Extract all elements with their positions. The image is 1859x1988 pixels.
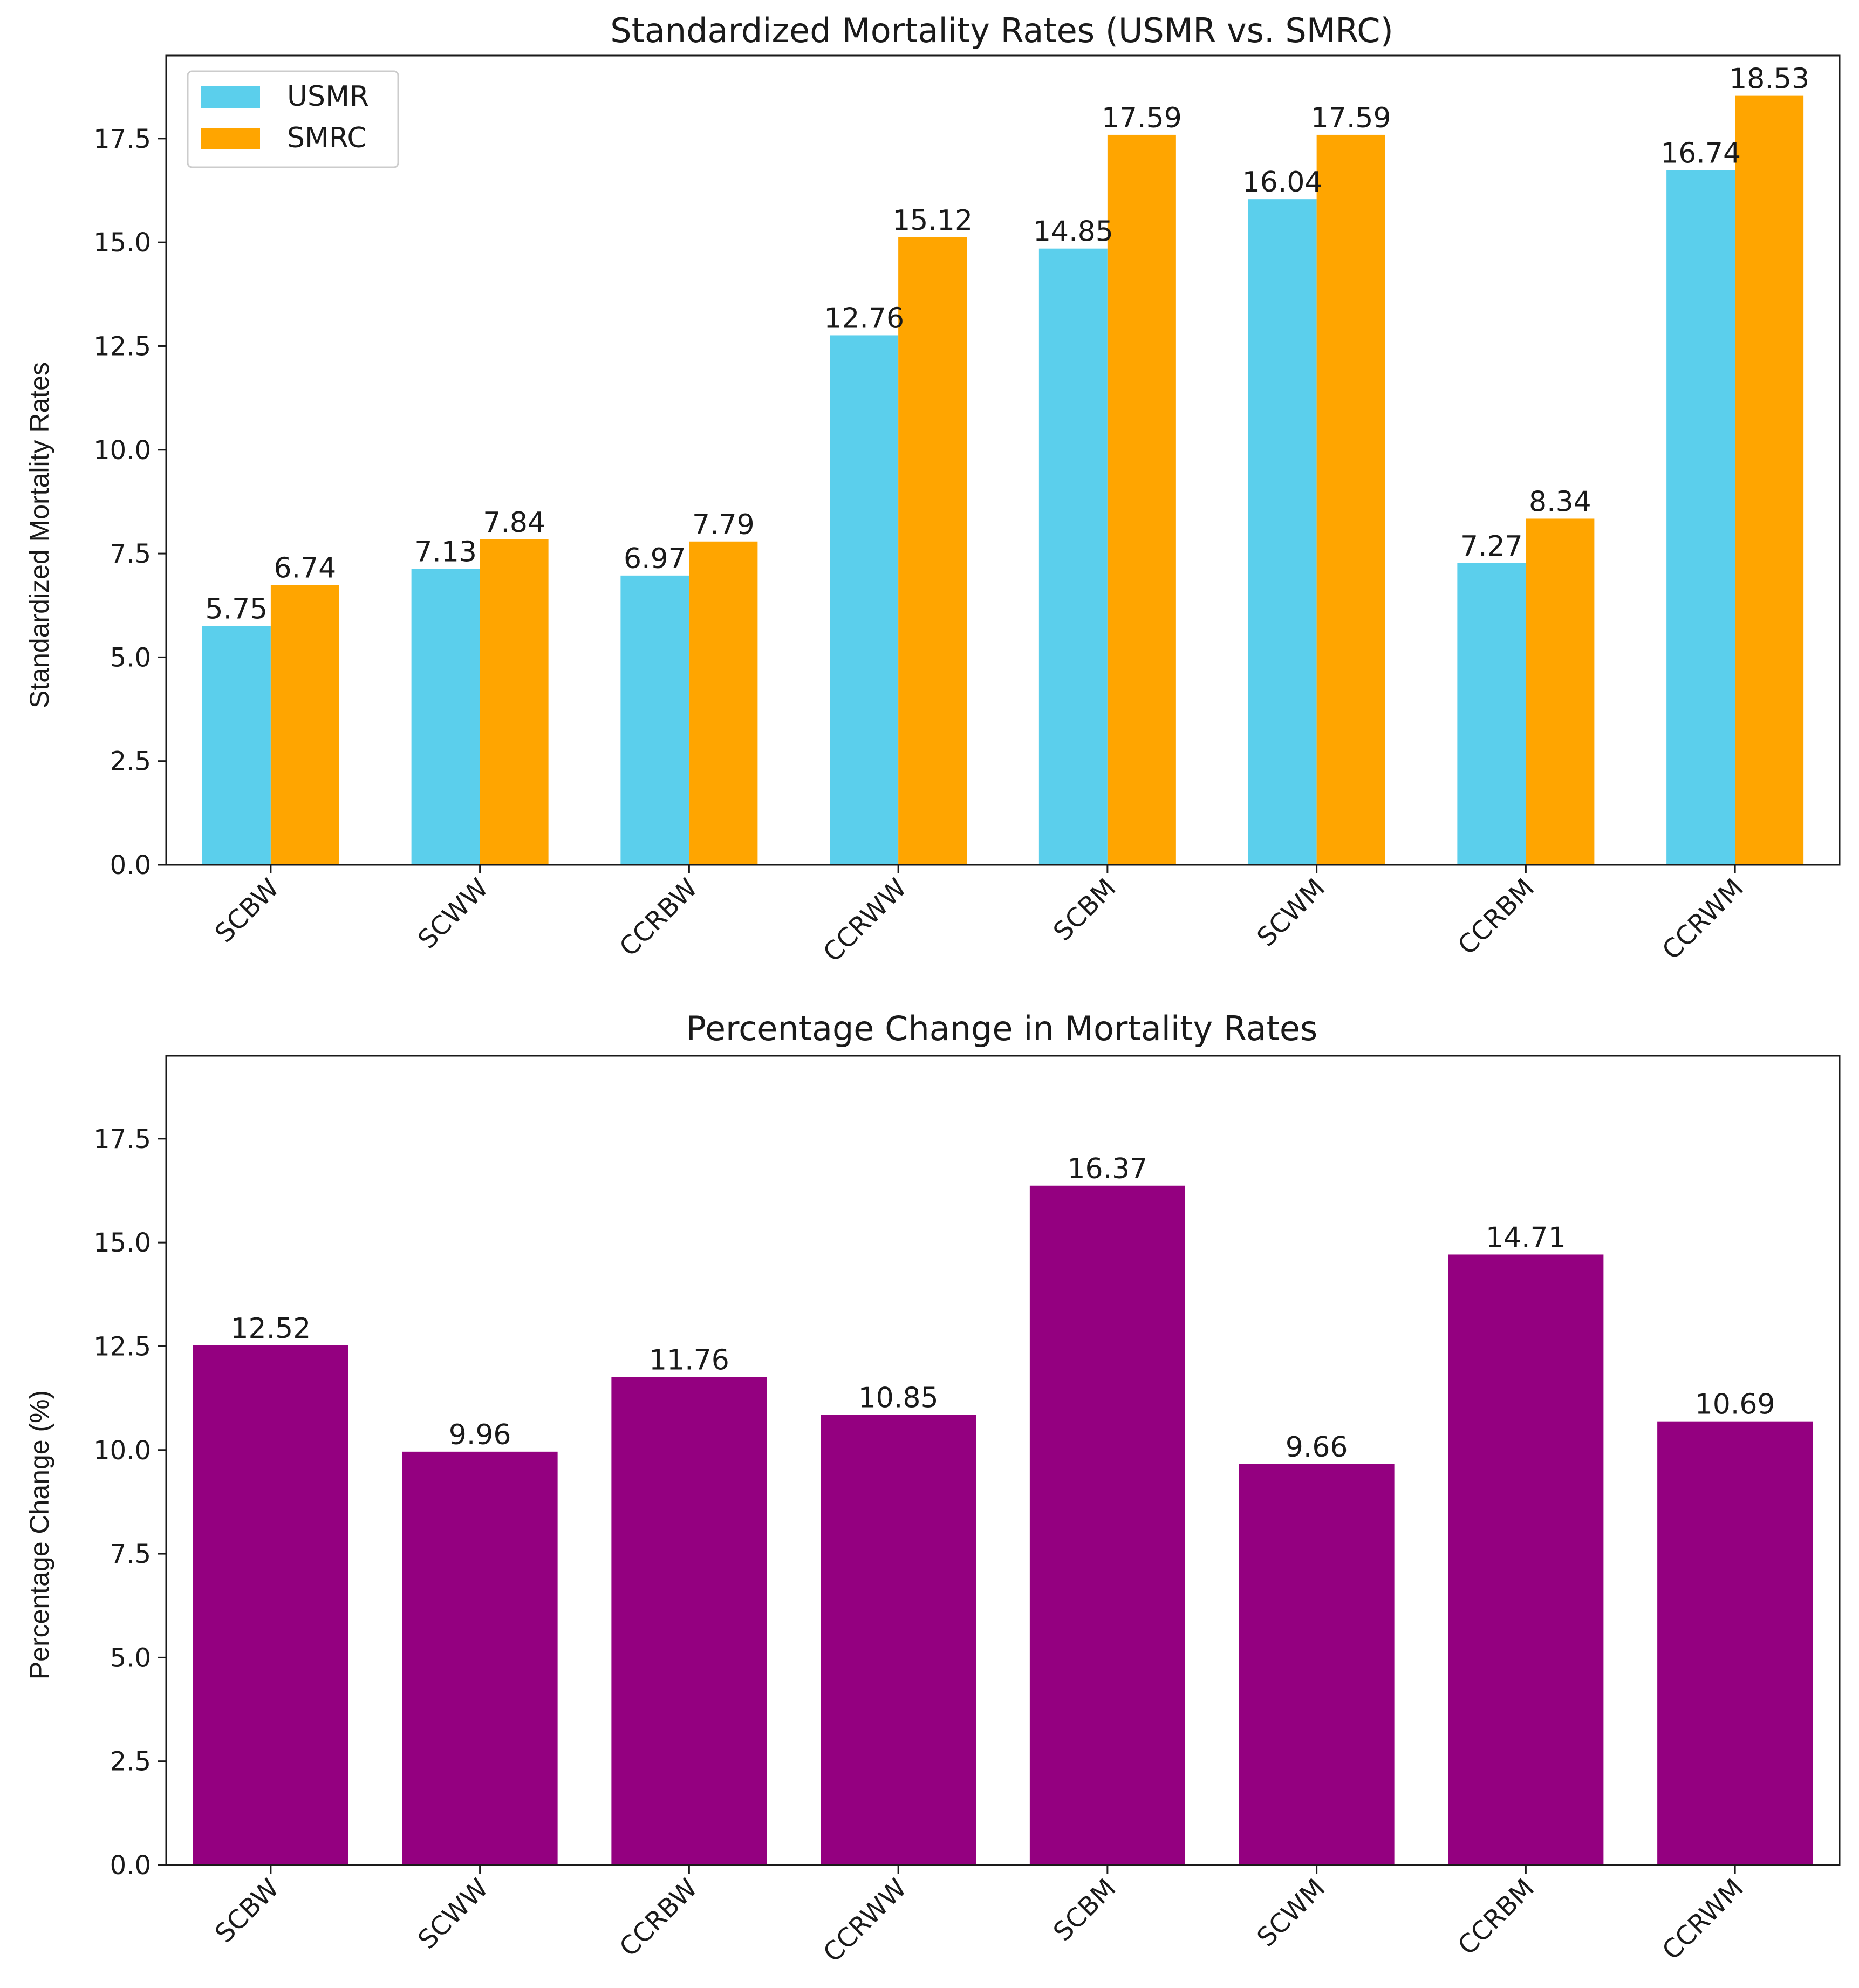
y-tick-label: 17.5	[93, 1124, 151, 1154]
data-label-pct-scbw: 12.52	[230, 1313, 311, 1345]
data-label-usmr-scwm: 16.04	[1242, 166, 1323, 199]
bar-smrc-ccrww	[898, 237, 967, 865]
bar-usmr-ccrwm	[1666, 170, 1735, 865]
chart-top-title: Standardized Mortality Rates (USMR vs. S…	[610, 11, 1393, 50]
legend-swatch-smrc	[201, 128, 260, 149]
data-label-usmr-scbw: 5.75	[205, 593, 268, 626]
bar-usmr-scwm	[1248, 199, 1317, 865]
y-tick-label: 5.0	[110, 643, 151, 673]
bar-usmr-ccrbw	[620, 575, 689, 865]
chart-top-y-ticks: 0.0 2.5 5.0 7.5 10.0 12.5 15.0 17.5	[93, 124, 166, 880]
legend-label-usmr: USMR	[287, 80, 369, 113]
bar-smrc-scbm	[1107, 134, 1176, 865]
chart-top-plot-frame	[165, 54, 1841, 866]
chart-top-data-labels: 5.756.74 7.137.84 6.977.79 12.76 15.12 14.85 1…	[205, 63, 1809, 626]
bar-pct-scww	[402, 1451, 558, 1865]
y-tick-label: 2.5	[110, 1747, 151, 1777]
bar-pct-ccrww	[821, 1415, 976, 1865]
bar-smrc-scbw	[270, 585, 339, 865]
bar-usmr-scww	[411, 569, 480, 865]
y-tick-label: 5.0	[110, 1643, 151, 1673]
data-label-smrc-ccrwm: 18.53	[1729, 63, 1809, 95]
data-label-usmr-scbm: 14.85	[1033, 216, 1113, 248]
data-label-smrc-scwm: 17.59	[1311, 102, 1391, 134]
data-label-pct-ccrwm: 10.69	[1695, 1389, 1775, 1421]
data-label-smrc-scbm: 17.59	[1102, 102, 1182, 134]
chart-bottom-bars	[193, 1185, 1813, 1865]
data-label-usmr-ccrww: 12.76	[824, 302, 904, 334]
bar-smrc-ccrbw	[689, 541, 758, 865]
y-tick-label: 10.0	[93, 435, 151, 466]
data-label-smrc-ccrww: 15.12	[892, 204, 973, 237]
legend-label-smrc: SMRC	[287, 122, 367, 154]
data-label-pct-ccrww: 10.85	[858, 1382, 939, 1414]
y-tick-label: 17.5	[93, 124, 151, 154]
bar-usmr-ccrww	[830, 335, 899, 865]
chart-top-legend: USMR SMRC	[187, 70, 399, 168]
legend-swatch-usmr	[201, 86, 260, 108]
data-label-usmr-ccrwm: 16.74	[1660, 137, 1741, 169]
data-label-usmr-ccrbm: 7.27	[1460, 530, 1523, 563]
chart-bottom-data-labels: 12.52 9.96 11.76 10.85 16.37 9.66 14.71 10.69	[230, 1153, 1775, 1464]
bar-usmr-scbw	[202, 626, 271, 865]
data-label-pct-ccrbw: 11.76	[649, 1344, 729, 1376]
data-label-smrc-ccrbw: 7.79	[692, 509, 755, 541]
chart-bottom: Percentage Change in Mortality Rates Per…	[24, 1009, 1841, 1968]
y-tick-label: 0.0	[110, 850, 151, 880]
chart-bottom-plot-frame	[165, 1055, 1841, 1866]
bar-pct-ccrwm	[1657, 1421, 1813, 1865]
bar-smrc-scwm	[1316, 134, 1385, 865]
bar-pct-scbw	[193, 1345, 348, 1865]
y-tick-label: 10.0	[93, 1436, 151, 1466]
y-tick-label: 12.5	[93, 331, 151, 361]
data-label-usmr-scww: 7.13	[414, 536, 477, 569]
chart-bottom-y-axis-label: Percentage Change (%)	[24, 1390, 54, 1679]
chart-bottom-y-ticks: 0.0 2.5 5.0 7.5 10.0 12.5 15.0 17.5	[93, 1124, 166, 1881]
data-label-pct-ccrbm: 14.71	[1486, 1221, 1566, 1254]
y-tick-label: 15.0	[93, 228, 151, 258]
bar-pct-ccrbw	[611, 1377, 767, 1865]
bar-pct-scbm	[1029, 1185, 1185, 1865]
data-label-pct-scbm: 16.37	[1067, 1153, 1147, 1185]
bar-usmr-scbm	[1038, 248, 1108, 865]
y-tick-label: 7.5	[110, 539, 151, 569]
data-label-pct-scwm: 9.66	[1286, 1431, 1348, 1464]
y-tick-label: 2.5	[110, 747, 151, 777]
bar-pct-ccrbm	[1448, 1254, 1604, 1865]
data-label-pct-scww: 9.96	[449, 1419, 511, 1451]
y-tick-label: 0.0	[110, 1850, 151, 1881]
bar-smrc-ccrwm	[1735, 95, 1804, 865]
bar-smrc-ccrbm	[1526, 518, 1595, 865]
bar-smrc-scww	[480, 539, 549, 865]
data-label-smrc-scbw: 6.74	[274, 552, 336, 585]
chart-bottom-title: Percentage Change in Mortality Rates	[686, 1009, 1318, 1048]
y-tick-label: 7.5	[110, 1539, 151, 1569]
y-tick-label: 15.0	[93, 1228, 151, 1258]
data-label-usmr-ccrbw: 6.97	[624, 543, 686, 575]
y-tick-label: 12.5	[93, 1331, 151, 1362]
chart-top-y-axis-label: Standardized Mortality Rates	[24, 362, 54, 708]
data-label-smrc-ccrbm: 8.34	[1529, 486, 1591, 518]
data-label-smrc-scww: 7.84	[483, 507, 545, 539]
bar-usmr-ccrbm	[1457, 563, 1526, 865]
chart-top-bars	[202, 95, 1804, 865]
bar-pct-scwm	[1239, 1464, 1395, 1865]
